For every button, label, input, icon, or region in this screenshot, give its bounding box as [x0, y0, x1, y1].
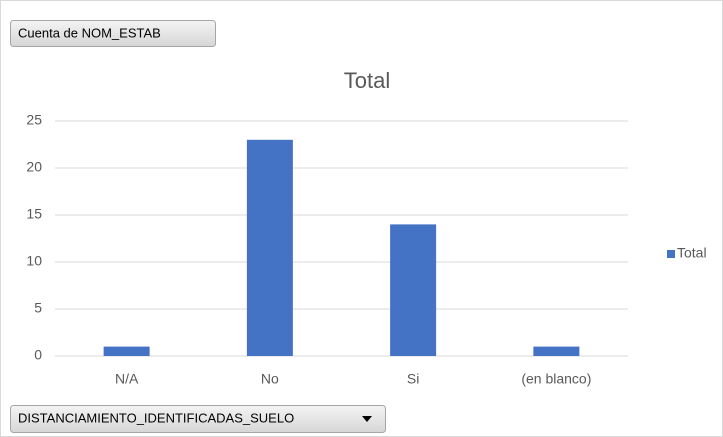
bar	[533, 346, 580, 356]
x-tick-label: (en blanco)	[521, 371, 591, 387]
y-tick-label: 15	[26, 206, 42, 222]
axis-field-label: DISTANCIAMIENTO_IDENTIFICADAS_SUELO	[18, 410, 294, 425]
y-tick-label: 5	[34, 300, 42, 316]
y-tick-label: 25	[26, 112, 42, 128]
legend-swatch	[667, 250, 675, 258]
dropdown-arrow[interactable]	[362, 416, 372, 422]
y-tick-label: 0	[34, 347, 42, 363]
legend-label: Total	[677, 245, 707, 261]
bar	[103, 346, 150, 356]
bar	[246, 139, 293, 356]
y-tick-label: 20	[26, 159, 42, 175]
values-field-button[interactable]	[10, 20, 216, 47]
values-field-label: Cuenta de NOM_ESTAB	[18, 25, 161, 40]
x-tick-label: Si	[407, 371, 419, 387]
x-tick-label: N/A	[115, 371, 139, 387]
x-tick-label: No	[261, 371, 279, 387]
y-tick-label: 10	[26, 253, 42, 269]
axis-field-button[interactable]	[10, 405, 386, 433]
chart-title: Total	[344, 68, 390, 93]
bar	[390, 224, 437, 356]
